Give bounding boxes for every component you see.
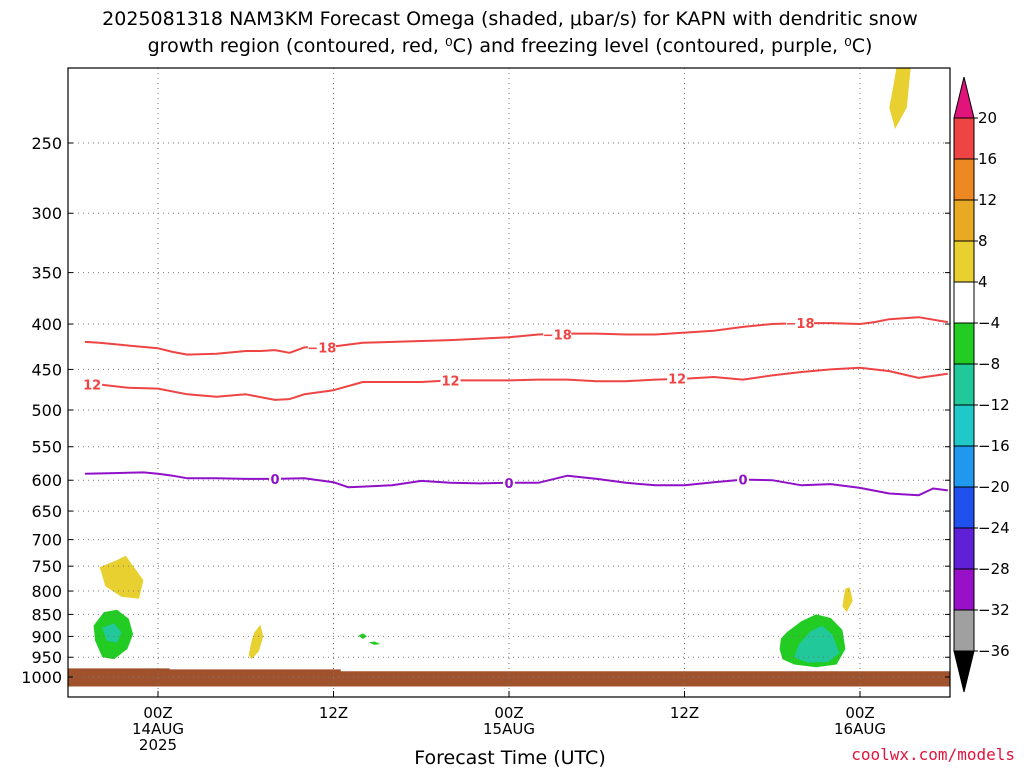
x-tick-label-36-0: 12Z <box>670 704 699 722</box>
y-tick-label-950: 950 <box>31 648 62 667</box>
contour-label-3: 12 <box>83 379 101 394</box>
contour-label-bg-1 <box>543 326 572 343</box>
x-tick-label-24-0: 00Z <box>494 704 523 722</box>
y-tick-label-650: 650 <box>31 502 62 521</box>
y-tick-label-300: 300 <box>31 204 62 223</box>
colorbar-label-13: −36 <box>978 642 1010 660</box>
omega-region-1 <box>99 555 144 599</box>
chart-title-line-1: 2025081318 NAM3KM Forecast Omega (shaded… <box>102 8 918 30</box>
plot-frame <box>67 67 951 698</box>
x-tick-label-0-1: 14AUG <box>132 720 184 738</box>
contour-label-layer: −18 −18 −18 12 12 12 0 0 0 <box>82 315 815 492</box>
colorbar-label-6: −8 <box>978 355 1000 373</box>
y-tick-label-1000: 1000 <box>21 668 62 687</box>
contour-label-bg-4 <box>440 372 461 389</box>
y-tick-label-850: 850 <box>31 605 62 624</box>
colorbar-swatch-4 <box>953 281 975 324</box>
contour-label-5: 12 <box>668 373 686 388</box>
colorbar-swatch-8 <box>953 445 975 488</box>
contour-label-bg-5 <box>667 370 688 387</box>
contour-label-6: 0 <box>270 473 279 488</box>
y-tick-label-750: 750 <box>31 557 62 576</box>
colorbar-swatch-2 <box>953 199 975 242</box>
omega-region-0 <box>889 68 911 129</box>
y-tick-label-800: 800 <box>31 582 62 601</box>
omega-region-2 <box>248 624 264 660</box>
omega-region-9 <box>368 641 381 645</box>
colorbar-swatch-10 <box>953 527 975 570</box>
contour-label-1: −18 <box>543 328 572 343</box>
credit-text: coolwx.com/models <box>851 745 1015 764</box>
colorbar-label-10: −24 <box>978 519 1010 537</box>
contour-label-2: −18 <box>786 317 815 332</box>
contour-label-bg-3 <box>82 376 103 393</box>
x-tick-label-0-0: 00Z <box>143 704 172 722</box>
contour-label-7: 0 <box>504 477 513 492</box>
y-tick-label-900: 900 <box>31 627 62 646</box>
contour-label-bg-8 <box>737 471 749 488</box>
x-tick-label-48-1: 16AUG <box>834 720 886 738</box>
contour-label-bg-0 <box>307 339 336 356</box>
colorbar-swatch-9 <box>953 486 975 529</box>
colorbar-label-4: 4 <box>978 273 988 291</box>
contour-label-bg-2 <box>786 315 815 332</box>
colorbar-label-12: −32 <box>978 601 1010 619</box>
y-tick-label-500: 500 <box>31 401 62 420</box>
y-tick-label-400: 400 <box>31 315 62 334</box>
x-tick-label-0-2: 2025 <box>139 736 177 754</box>
colorbar-swatch-11 <box>953 568 975 611</box>
colorbar-label-3: 8 <box>978 232 988 250</box>
colorbar-under-arrow <box>953 650 975 693</box>
y-tick-label-600: 600 <box>31 471 62 490</box>
grid-layer <box>68 68 950 697</box>
omega-region-8 <box>358 633 368 639</box>
colorbar-label-9: −20 <box>978 478 1010 496</box>
colorbar-swatch-12 <box>953 609 975 652</box>
y-tick-label-450: 450 <box>31 360 62 379</box>
pressure-axis: 250 300 350 400 450 500 550 600 650 700 750 800 850 9… <box>21 134 950 687</box>
x-tick-label-48-0: 00Z <box>845 704 874 722</box>
contour-label-8: 0 <box>738 474 747 489</box>
colorbar-label-1: 16 <box>978 150 997 168</box>
y-tick-label-250: 250 <box>31 134 62 153</box>
chart-title-line-2: growth region (contoured, red, ⁰C) and f… <box>148 35 873 57</box>
colorbar-label-8: −16 <box>978 437 1010 455</box>
contour-label-0: −18 <box>307 341 336 356</box>
colorbar-swatch-5 <box>953 322 975 365</box>
colorbar-swatch-7 <box>953 404 975 447</box>
colorbar-over-arrow <box>953 76 975 119</box>
y-tick-label-350: 350 <box>31 264 62 283</box>
colorbar-swatch-1 <box>953 158 975 201</box>
y-tick-label-550: 550 <box>31 438 62 457</box>
colorbar-label-5: −4 <box>978 314 1000 332</box>
omega-shading-layer <box>93 68 911 668</box>
contour-label-4: 12 <box>441 374 459 389</box>
contour-line-0 <box>84 316 948 356</box>
omega-colorbar: 20 16 12 8 4 −4 −8 −12 −16 −20 −24 −28 −32 −36 <box>953 76 1010 693</box>
omega-region-3 <box>842 587 853 613</box>
omega-region-5 <box>102 623 122 643</box>
colorbar-swatch-0 <box>953 117 975 160</box>
contour-label-bg-6 <box>269 470 281 487</box>
contour-line-2 <box>84 471 948 497</box>
y-tick-label-700: 700 <box>31 531 62 550</box>
contour-label-bg-7 <box>503 474 515 491</box>
omega-region-7 <box>794 625 840 663</box>
colorbar-label-2: 12 <box>978 191 997 209</box>
colorbar-swatch-3 <box>953 240 975 283</box>
x-tick-label-12-0: 12Z <box>319 704 348 722</box>
colorbar-label-11: −28 <box>978 560 1010 578</box>
colorbar-swatch-6 <box>953 363 975 406</box>
colorbar-label-0: 20 <box>978 109 997 127</box>
x-tick-label-24-1: 15AUG <box>483 720 535 738</box>
colorbar-label-7: −12 <box>978 396 1010 414</box>
contour-line-1 <box>84 366 948 401</box>
x-axis-title: Forecast Time (UTC) <box>414 747 605 768</box>
contour-layer <box>84 316 948 497</box>
